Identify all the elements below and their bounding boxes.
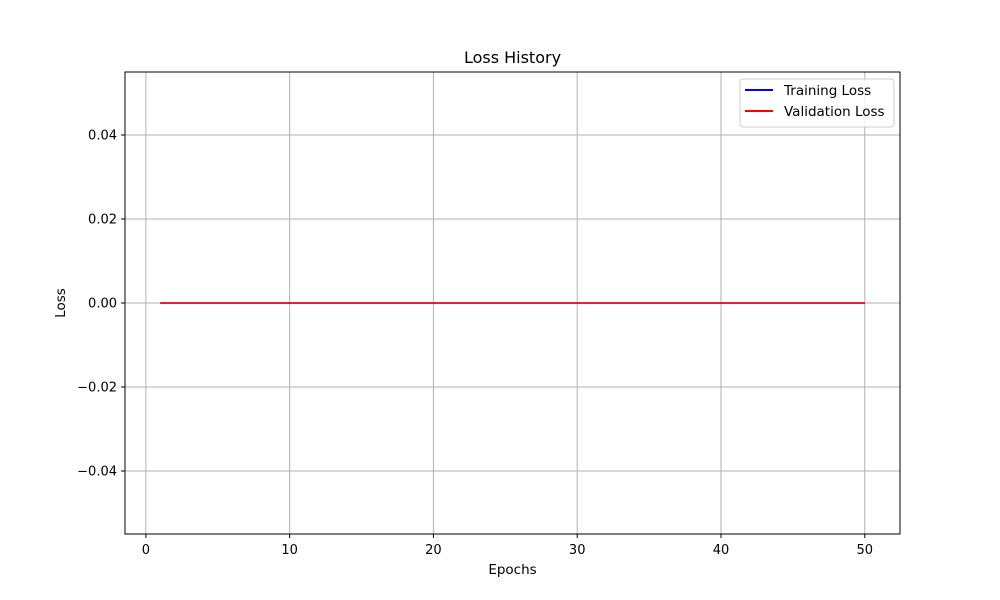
legend-box — [739, 78, 895, 128]
x-tick-label: 0 — [142, 543, 150, 558]
legend: Training Loss Validation Loss — [739, 78, 895, 128]
legend-label-training-loss: Training Loss — [783, 83, 871, 99]
y-tick-label: −0.04 — [77, 465, 117, 480]
y-axis-label: Loss — [53, 288, 69, 318]
x-tick-label: 10 — [281, 543, 298, 558]
x-tick-label: 30 — [569, 543, 586, 558]
legend-label-validation-loss: Validation Loss — [784, 104, 885, 120]
x-tick-label: 50 — [856, 543, 873, 558]
x-tick-label: 40 — [713, 543, 730, 558]
x-axis-label: Epochs — [488, 562, 536, 578]
y-axis-ticks: −0.04 −0.02 0.00 0.02 0.04 — [77, 129, 125, 480]
y-tick-label: 0.00 — [88, 297, 117, 312]
y-tick-label: 0.04 — [88, 129, 117, 144]
chart-title: Loss History — [464, 48, 561, 67]
x-axis-ticks: 0 10 20 30 40 50 — [142, 534, 873, 558]
y-tick-label: 0.02 — [88, 213, 117, 228]
y-tick-label: −0.02 — [77, 381, 117, 396]
x-tick-label: 20 — [425, 543, 442, 558]
